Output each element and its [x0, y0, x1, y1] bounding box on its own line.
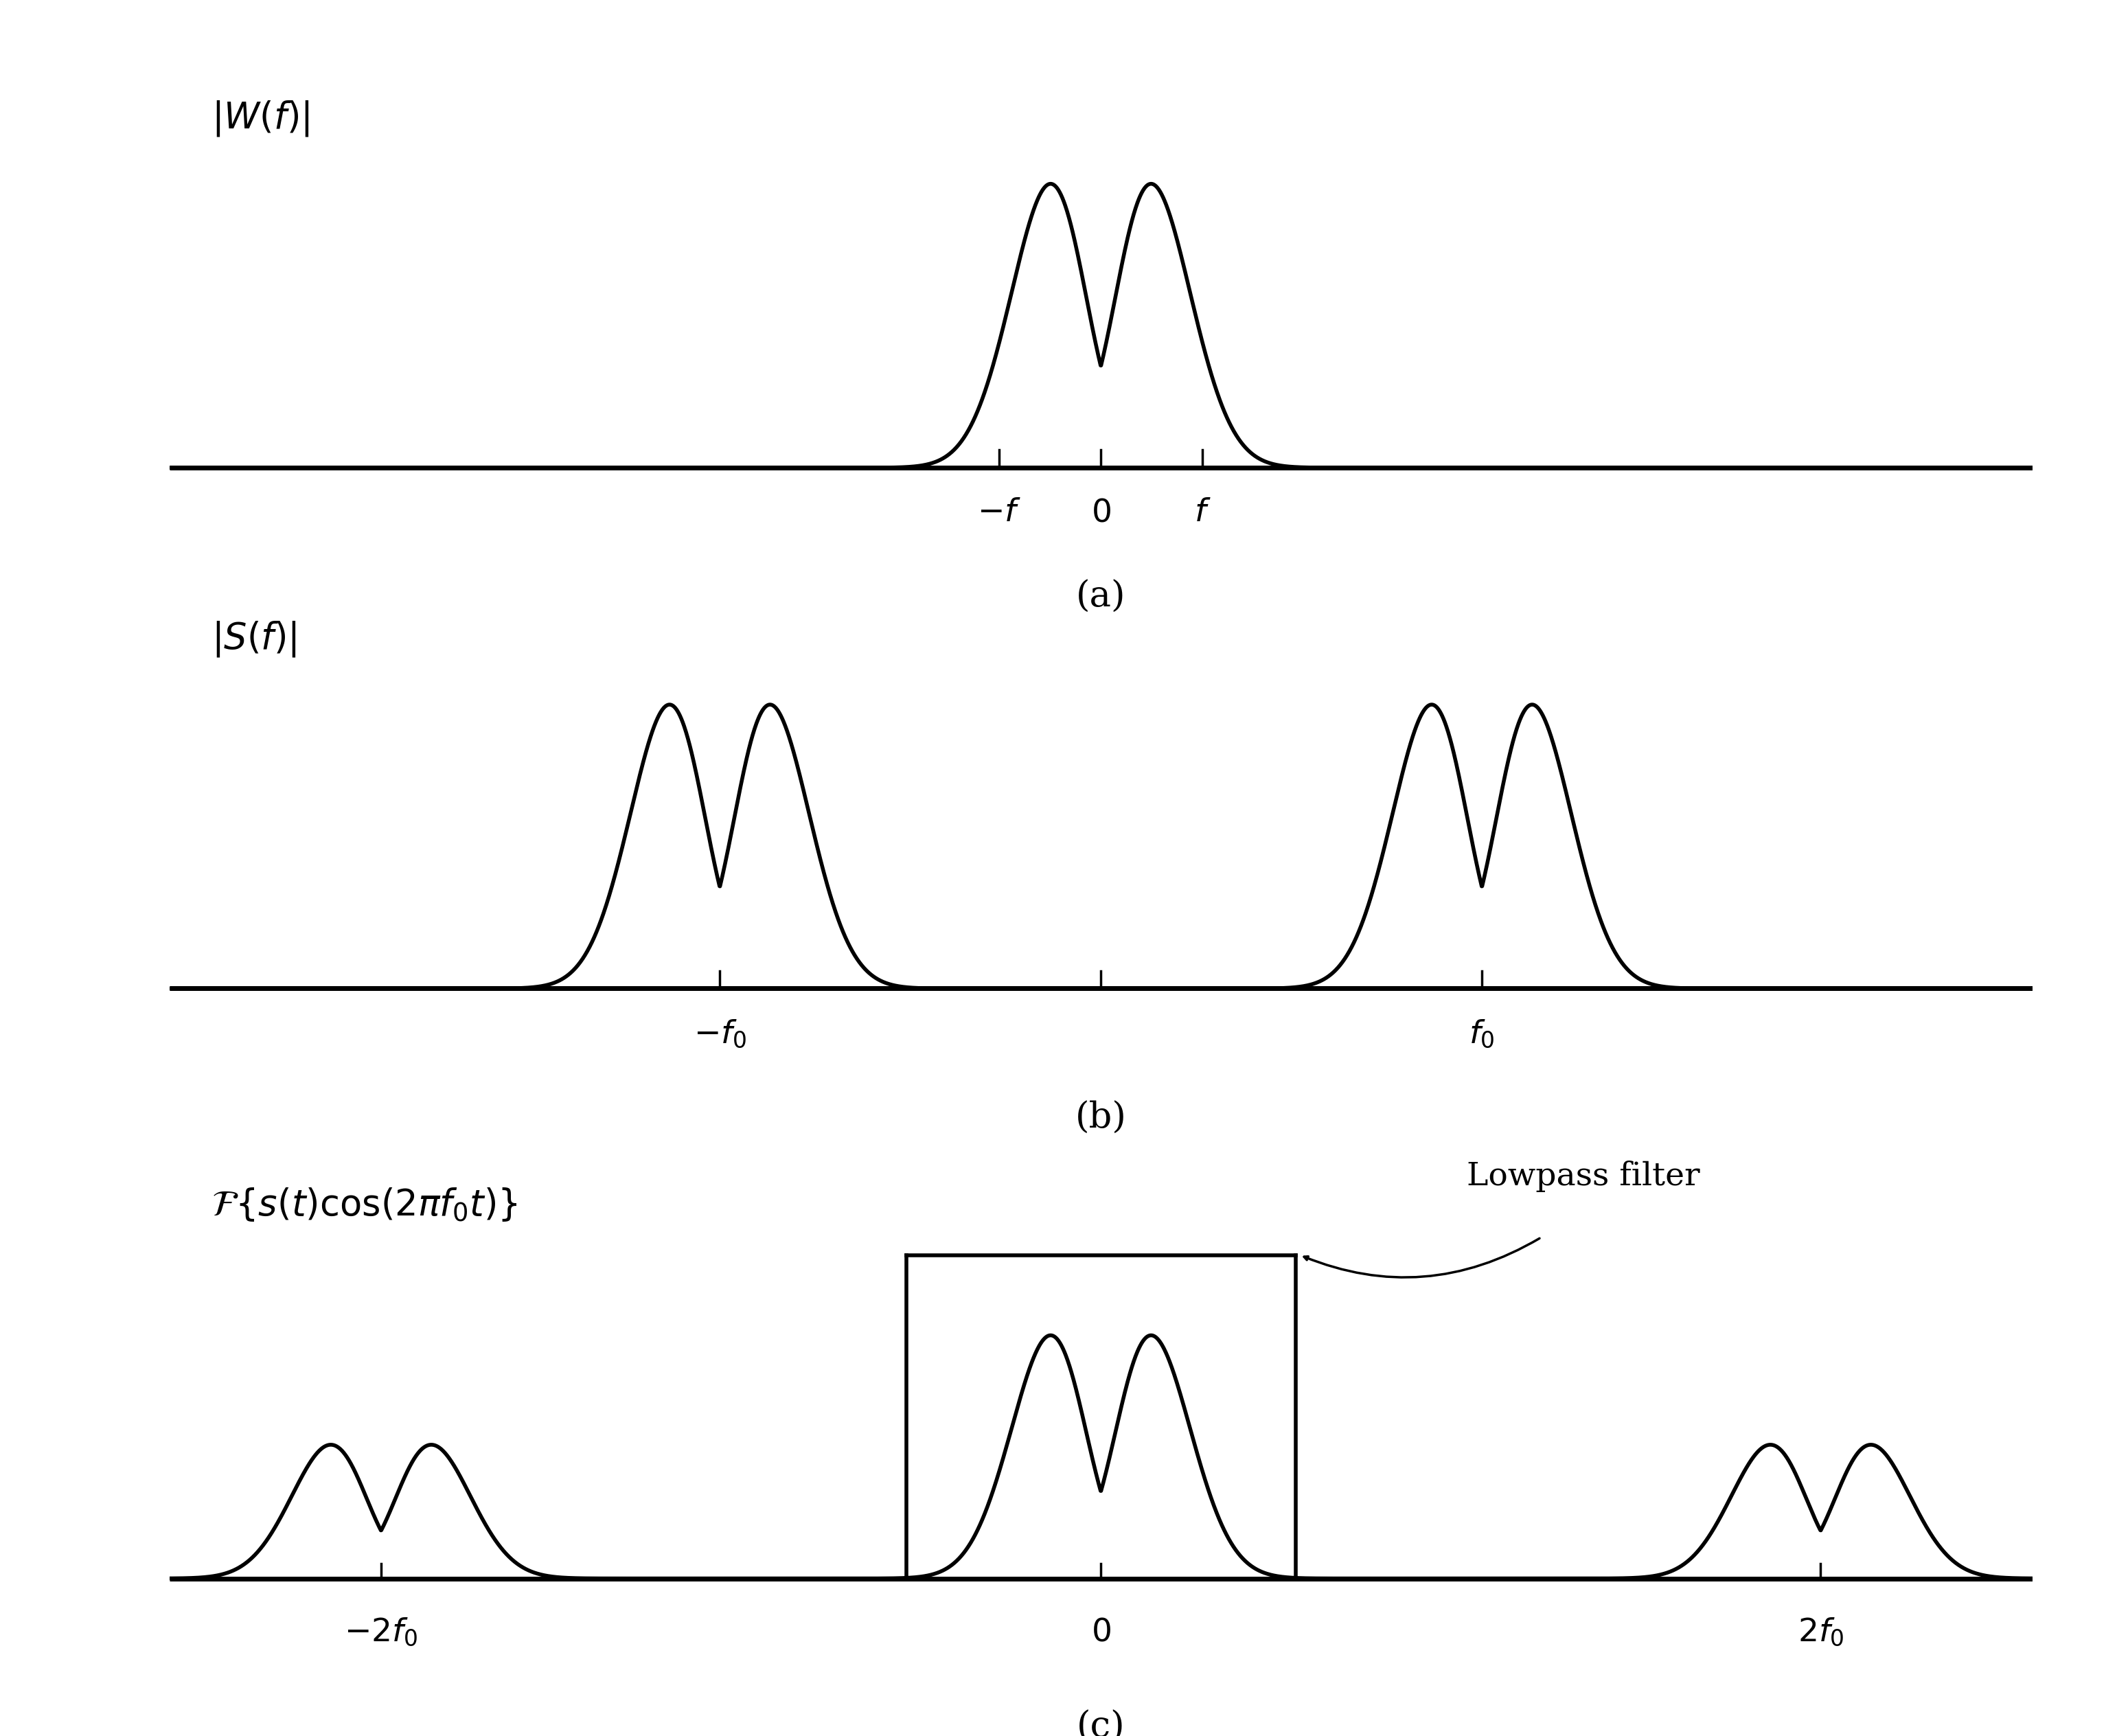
Text: (b): (b): [1075, 1101, 1126, 1135]
Text: $0$: $0$: [1090, 1616, 1111, 1647]
Text: $0$: $0$: [1090, 496, 1111, 528]
Text: (c): (c): [1078, 1710, 1124, 1736]
Text: $2f_0$: $2f_0$: [1797, 1616, 1844, 1647]
Text: Lowpass filter: Lowpass filter: [1467, 1160, 1700, 1193]
Text: $\mathcal{F}\{s(t)\cos(2\pi f_0 t)\}$: $\mathcal{F}\{s(t)\cos(2\pi f_0 t)\}$: [212, 1187, 519, 1224]
Text: (a): (a): [1075, 580, 1126, 615]
Text: $|S(f)|$: $|S(f)|$: [212, 620, 296, 660]
Text: $-2f_0$: $-2f_0$: [345, 1616, 417, 1647]
Text: $f$: $f$: [1194, 496, 1211, 528]
Text: $f_0$: $f_0$: [1469, 1017, 1495, 1050]
Text: $-f_0$: $-f_0$: [694, 1017, 745, 1050]
Text: $|W(f)|$: $|W(f)|$: [212, 99, 309, 139]
Text: $-f$: $-f$: [978, 496, 1020, 528]
